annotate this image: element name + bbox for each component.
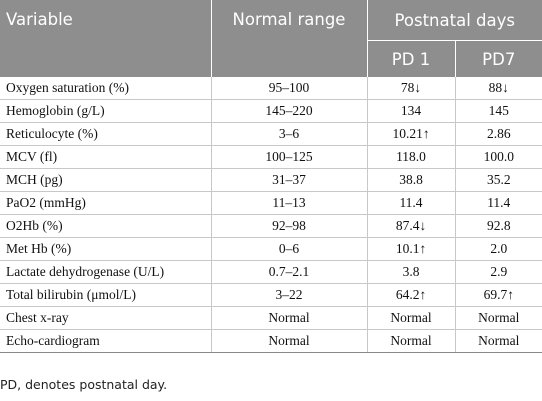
- table-row: MCV (fl) 100–125 118.0 100.0: [0, 145, 542, 169]
- table-cell: PaO2 (mmHg): [0, 191, 211, 215]
- table-cell: 3–6: [210, 122, 367, 146]
- table-cell: 38.8: [366, 168, 455, 192]
- table-cell: MCH (pg): [0, 168, 211, 192]
- footnote: PD, denotes postnatal day.: [0, 377, 168, 392]
- table-cell: 0.7–2.1: [210, 260, 367, 284]
- header-cell: Normal range: [210, 0, 367, 77]
- table-cell: 87.4↓: [366, 214, 455, 238]
- table-cell: 88↓: [454, 77, 542, 100]
- table-cell: Total bilirubin (μmol/L): [0, 283, 211, 307]
- table-cell: 11.4: [454, 191, 542, 215]
- table-cell: Met Hb (%): [0, 237, 211, 261]
- table-cell: 10.21↑: [366, 122, 455, 146]
- table-body: Oxygen saturation (%) 95–100 78↓ 88↓ Hemoglo…: [0, 77, 542, 353]
- table-cell: Normal: [454, 306, 542, 330]
- table-cell: Chest x-ray: [0, 306, 211, 330]
- table-cell: 2.9: [454, 260, 542, 284]
- table-cell: Normal: [366, 329, 455, 353]
- table-cell: Normal: [454, 329, 542, 353]
- table-cell: 100–125: [210, 145, 367, 169]
- table-row: Lactate dehydrogenase (U/L) 0.7–2.1 3.8 2.9: [0, 260, 542, 284]
- table-cell: 100.0: [454, 145, 542, 169]
- table-row: Hemoglobin (g/L) 145–220 134 145: [0, 99, 542, 123]
- table-cell: 92.8: [454, 214, 542, 238]
- table-cell: Oxygen saturation (%): [0, 77, 211, 100]
- table-cell: 0–6: [210, 237, 367, 261]
- table-cell: Hemoglobin (g/L): [0, 99, 211, 123]
- table-cell: 3–22: [210, 283, 367, 307]
- header-cell: Variable: [0, 0, 211, 77]
- table-row: Oxygen saturation (%) 95–100 78↓ 88↓: [0, 77, 542, 100]
- table-cell: 10.1↑: [366, 237, 455, 261]
- table-row: Reticulocyte (%) 3–6 10.21↑ 2.86: [0, 122, 542, 146]
- header-cell: PD 1: [366, 40, 455, 77]
- table-row: Echo-cardiogram Normal Normal Normal: [0, 329, 542, 353]
- table-cell: Normal: [210, 306, 367, 330]
- table-cell: 2.0: [454, 237, 542, 261]
- table-cell: 11.4: [366, 191, 455, 215]
- table-cell: Lactate dehydrogenase (U/L): [0, 260, 211, 284]
- table-cell: 35.2: [454, 168, 542, 192]
- table-cell: 78↓: [366, 77, 455, 100]
- table-cell: Normal: [366, 306, 455, 330]
- table-row: Total bilirubin (μmol/L) 3–22 64.2↑ 69.7↑: [0, 283, 542, 307]
- table-cell: 2.86: [454, 122, 542, 146]
- table-cell: 92–98: [210, 214, 367, 238]
- table-cell: 118.0: [366, 145, 455, 169]
- table-cell: 145–220: [210, 99, 367, 123]
- table-cell: MCV (fl): [0, 145, 211, 169]
- table-cell: 31–37: [210, 168, 367, 192]
- table-cell: Normal: [210, 329, 367, 353]
- table-cell: Echo-cardiogram: [0, 329, 211, 353]
- table-row: Chest x-ray Normal Normal Normal: [0, 306, 542, 330]
- table-row: PaO2 (mmHg) 11–13 11.4 11.4: [0, 191, 542, 215]
- table-cell: 64.2↑: [366, 283, 455, 307]
- table-row: O2Hb (%) 92–98 87.4↓ 92.8: [0, 214, 542, 238]
- table-cell: 69.7↑: [454, 283, 542, 307]
- table-row: Met Hb (%) 0–6 10.1↑ 2.0: [0, 237, 542, 261]
- header-cell: PD7: [454, 40, 542, 77]
- table-cell: 3.8: [366, 260, 455, 284]
- table-cell: O2Hb (%): [0, 214, 211, 238]
- table-row: MCH (pg) 31–37 38.8 35.2: [0, 168, 542, 192]
- table-cell: 145: [454, 99, 542, 123]
- table-cell: 134: [366, 99, 455, 123]
- table-cell: 95–100: [210, 77, 367, 100]
- table-cell: 11–13: [210, 191, 367, 215]
- data-table: Variable Normal range Postnatal days PD …: [0, 0, 542, 353]
- header-cell: Postnatal days: [366, 0, 542, 41]
- table-cell: Reticulocyte (%): [0, 122, 211, 146]
